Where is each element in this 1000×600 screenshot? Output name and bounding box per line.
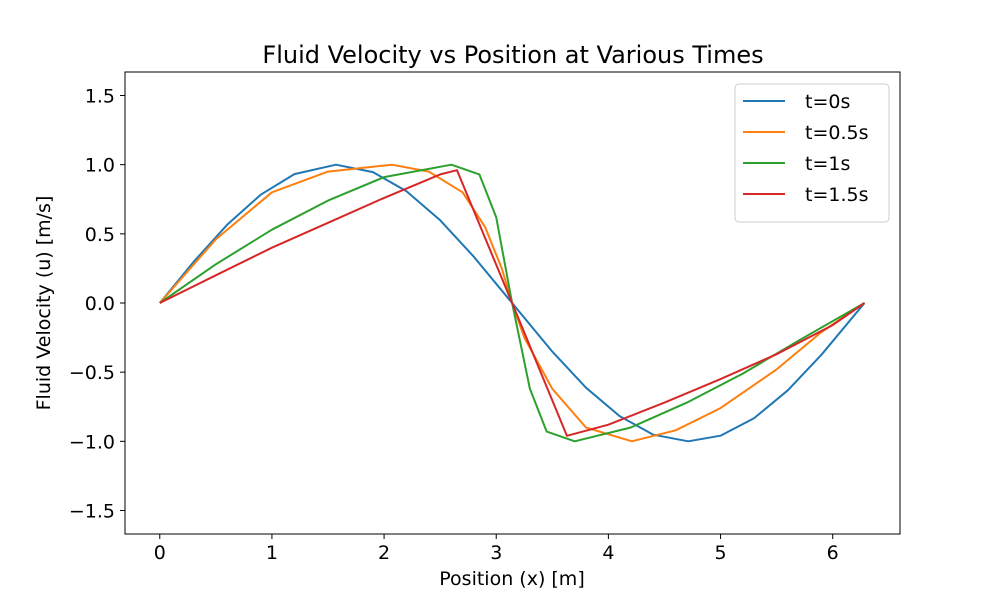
y-tick-label: −1.5	[69, 500, 115, 522]
x-tick-label: 3	[490, 542, 502, 564]
legend-label: t=1.5s	[805, 184, 869, 206]
y-tick-label: 1.0	[85, 155, 115, 177]
legend-label: t=0s	[805, 91, 850, 113]
legend-label: t=1s	[805, 153, 850, 175]
x-tick-label: 2	[378, 542, 390, 564]
y-tick-label: −0.5	[69, 362, 115, 384]
y-tick-label: −1.0	[69, 431, 115, 453]
plot-area	[124, 71, 901, 535]
y-tick-label: 0.0	[85, 293, 115, 315]
x-tick-label: 1	[266, 542, 278, 564]
x-axis-label: Position (x) [m]	[439, 568, 584, 590]
y-axis: −1.5 −1.0 −0.5 0.0 0.5 1.0 1.5	[69, 86, 125, 522]
x-tick-label: 6	[827, 542, 839, 564]
x-axis: 0 1 2 3 4 5 6	[154, 534, 839, 564]
series-layer	[159, 163, 866, 443]
x-tick-label: 5	[715, 542, 727, 564]
y-tick-label: 0.5	[85, 224, 115, 246]
x-tick-label: 0	[154, 542, 166, 564]
x-tick-label: 4	[602, 542, 614, 564]
series-line-t=1.5s	[159, 169, 866, 437]
y-axis-label: Fluid Velocity (u) [m/s]	[33, 196, 55, 411]
legend: t=0s t=0.5s t=1s t=1.5s	[734, 83, 890, 223]
legend-label: t=0.5s	[805, 122, 869, 144]
legend-box	[734, 83, 890, 223]
y-tick-label: 1.5	[85, 86, 115, 108]
chart-title: Fluid Velocity vs Position at Various Ti…	[262, 41, 763, 69]
